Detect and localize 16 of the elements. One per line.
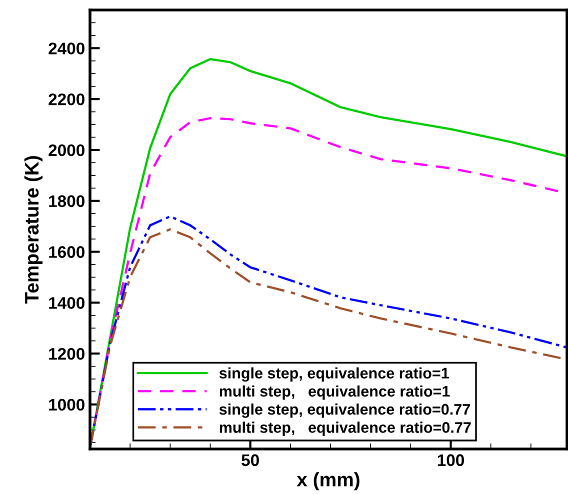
y-tick-label: 2200 xyxy=(48,93,84,106)
y-tick-label: 2000 xyxy=(48,144,84,156)
y-tick-label: 1600 xyxy=(49,246,84,258)
y-tick-label: 2400 xyxy=(48,42,84,54)
y-axis-title: Temperature (K) xyxy=(24,156,43,304)
x-tick-label: 50 xyxy=(242,454,259,466)
y-tick-label: 1200 xyxy=(49,348,84,360)
x-axis-title: x (mm) xyxy=(296,472,360,490)
y-tick-label: 1400 xyxy=(49,297,84,309)
legend-label: multi step, equivalence ratio=0.77 xyxy=(220,422,471,436)
y-tick-label: 1000 xyxy=(49,398,84,411)
y-tick-label: 1800 xyxy=(49,195,84,208)
legend-label: single step, equivalence ratio=0.77 xyxy=(219,404,470,418)
x-tick-label: 100 xyxy=(438,454,464,466)
legend-label: single step, equivalence ratio=1 xyxy=(219,367,449,382)
legend-label: multi step, equivalence ratio=1 xyxy=(220,385,450,400)
